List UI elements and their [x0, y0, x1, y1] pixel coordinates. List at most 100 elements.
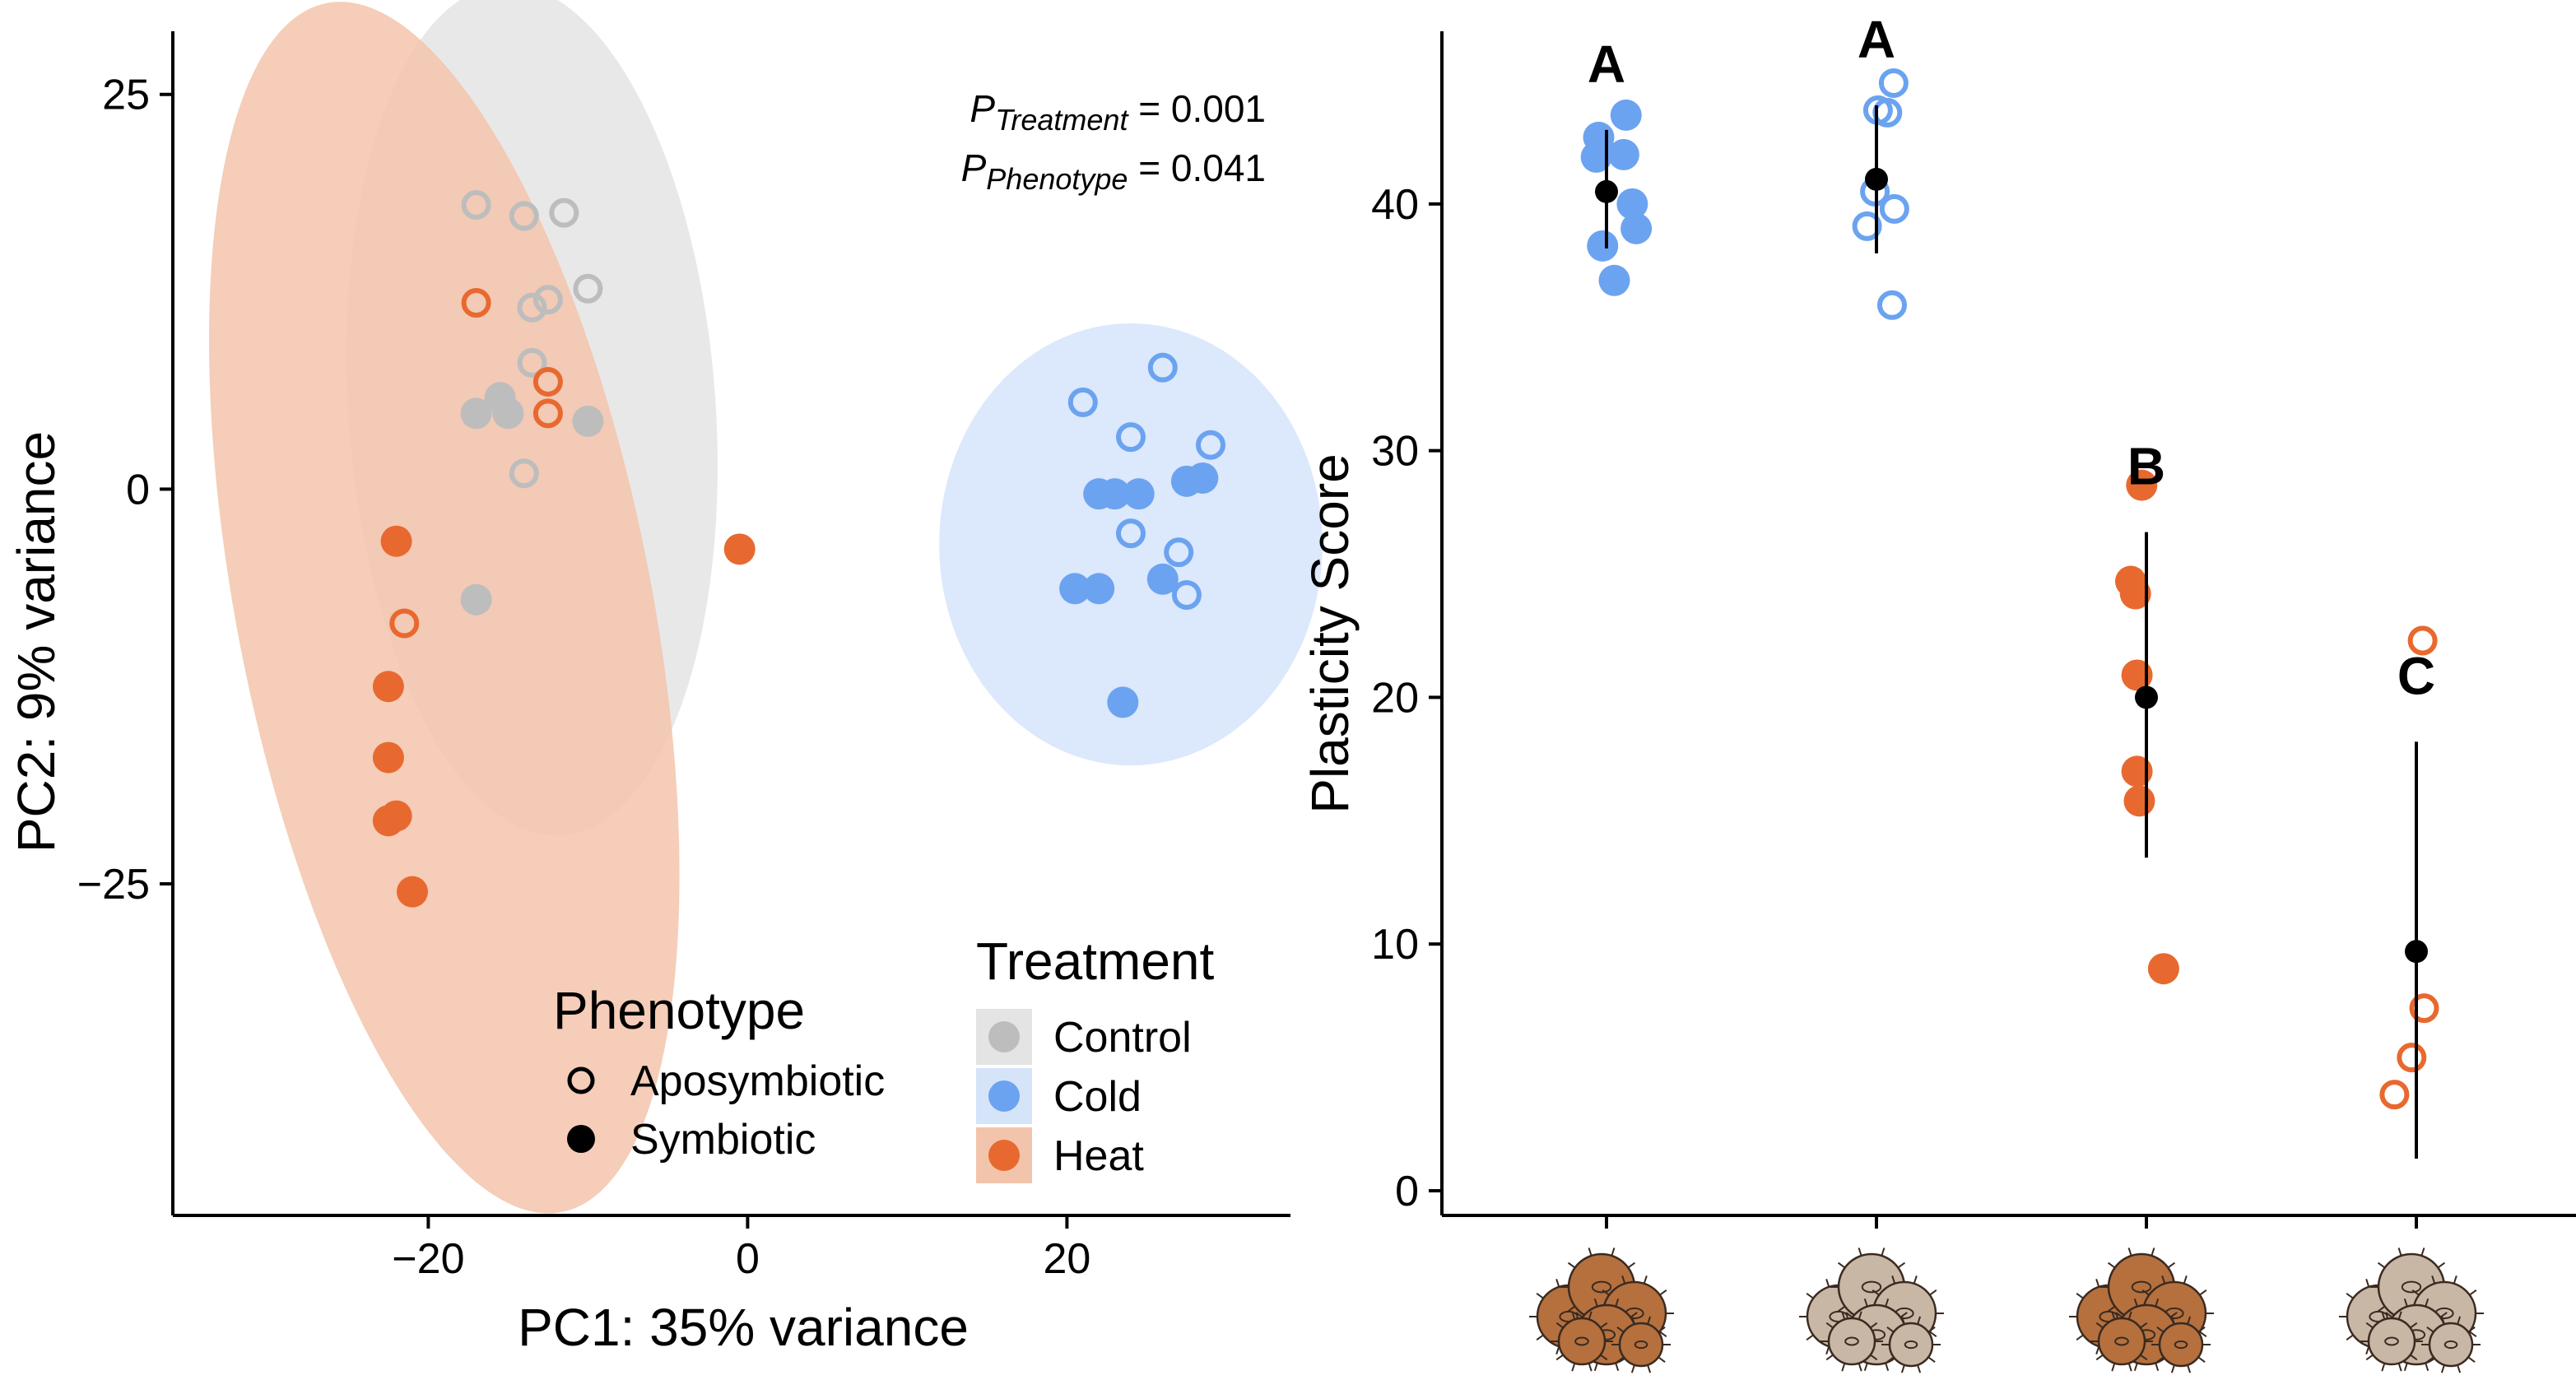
pca-axes: [171, 31, 1290, 1217]
mean-point-2: [1865, 167, 1888, 191]
pca-point-cold-aposymbiotic: [1116, 518, 1146, 549]
plasticity-point-cold-symbiotic: [1580, 141, 1612, 173]
pca-point-cold-aposymbiotic: [1164, 537, 1194, 568]
pca-y-tick-label: 0: [126, 466, 150, 513]
plasticity-y-axis-title: Plasticity Score: [1300, 453, 1360, 813]
pca-point-cold-symbiotic: [1059, 573, 1091, 605]
pca-points: [372, 190, 1225, 908]
legend-symbiotic-label: Symbiotic: [630, 1116, 816, 1164]
legend-treatment-items: Control Cold Heat: [976, 1009, 1192, 1183]
pca-y-tick-label: −25: [77, 861, 150, 908]
plasticity-point-heat-aposymbiotic: [2409, 993, 2439, 1024]
legend-aposymbiotic-label: Aposymbiotic: [630, 1057, 885, 1105]
legend-symbiotic-marker: [567, 1125, 595, 1153]
plasticity-point-cold-aposymbiotic: [1852, 211, 1882, 241]
plasticity-panel: 0 10 20 30 40 A A B C Plasticity Score: [1300, 10, 2576, 1373]
group-letter-2: A: [1858, 10, 1895, 69]
group-letter-3: B: [2127, 437, 2165, 496]
pca-point-control-aposymbiotic: [549, 197, 579, 228]
pca-x-ticks: −20 0 20: [392, 1215, 1090, 1283]
plasticity-y-ticks: 0 10 20 30 40: [1371, 181, 1442, 1215]
pca-point-heat-symbiotic: [723, 533, 756, 565]
plasticity-point-cold-symbiotic: [1587, 230, 1619, 262]
plasticity-point-heat-aposymbiotic: [2379, 1080, 2410, 1110]
pca-point-control-aposymbiotic: [517, 347, 547, 378]
coral-polyp: [1888, 1322, 1934, 1368]
coral-mouth: [1861, 1280, 1882, 1294]
p-treatment-value: = 0.001: [1128, 87, 1266, 130]
group-letter-4: C: [2397, 646, 2435, 705]
pca-point-heat-symbiotic: [372, 671, 404, 703]
coral-polyp: [2097, 1317, 2146, 1366]
coral-polyp: [2428, 1322, 2474, 1368]
coral-polyp: [1827, 1317, 1876, 1366]
plasticity-point-cold-symbiotic: [1607, 138, 1639, 170]
legend-phenotype: Phenotype Aposymbiotic Symbiotic: [553, 981, 885, 1164]
plasticity-y-tick-label: 20: [1371, 674, 1419, 722]
legend-heat-marker: [988, 1140, 1020, 1171]
pca-x-tick-label: 0: [736, 1235, 760, 1283]
legend-treatment-title: Treatment: [976, 932, 1215, 991]
plasticity-point-heat-symbiotic: [2126, 469, 2158, 501]
pca-x-tick-label: −20: [392, 1235, 464, 1283]
plasticity-point-heat-aposymbiotic: [2397, 1043, 2427, 1073]
p-phenotype-annotation: PPhenotype = 0.041: [961, 146, 1266, 196]
pca-point-control-symbiotic: [492, 397, 524, 430]
coral-mouth: [2131, 1280, 2152, 1294]
coral-mouth: [1591, 1280, 1612, 1294]
legend-cold-marker: [988, 1080, 1020, 1112]
mean-point-4: [2405, 940, 2428, 964]
coral-polyp: [1557, 1317, 1607, 1366]
pca-panel: −20 0 20 −25 0 25 PC1: 35% variance PC2: 9% …: [7, 0, 1323, 1357]
coral-polyp-icon-3: [2069, 1248, 2214, 1373]
pca-x-tick-label: 20: [1043, 1235, 1090, 1283]
plasticity-point-heat-symbiotic: [2147, 953, 2179, 985]
pca-point-heat-aposymbiotic: [532, 366, 563, 397]
pca-point-cold-symbiotic: [1107, 686, 1139, 718]
pca-point-cold-aposymbiotic: [1147, 352, 1178, 383]
plasticity-y-tick-label: 40: [1371, 181, 1419, 229]
pca-point-control-aposymbiotic: [573, 273, 603, 304]
plasticity-point-heat-symbiotic: [2123, 785, 2155, 817]
plasticity-point-cold-symbiotic: [1598, 264, 1630, 296]
legend-control-marker: [988, 1021, 1020, 1052]
pca-point-cold-aposymbiotic: [1116, 422, 1146, 453]
pca-point-heat-symbiotic: [372, 805, 404, 837]
pca-point-cold-symbiotic: [1123, 478, 1155, 510]
p-phenotype-subscript: Phenotype: [986, 162, 1128, 196]
coral-mouth: [1844, 1336, 1859, 1346]
coral-mouth: [1634, 1340, 1648, 1350]
pca-point-cold-aposymbiotic: [1171, 579, 1202, 610]
mean-point-1: [1595, 179, 1618, 203]
coral-mouth: [1904, 1340, 1918, 1350]
plasticity-point-cold-aposymbiotic: [1877, 290, 1907, 320]
pca-point-cold-aposymbiotic: [1196, 430, 1225, 460]
plasticity-point-heat-aposymbiotic: [2407, 625, 2438, 656]
p-treatment-subscript: Treatment: [995, 103, 1129, 137]
pca-point-control-symbiotic: [460, 583, 492, 616]
pca-point-control-aposymbiotic: [517, 292, 547, 323]
p-phenotype-symbol: P: [961, 146, 987, 189]
pca-point-heat-aposymbiotic: [461, 288, 491, 318]
legend-phenotype-title: Phenotype: [553, 981, 805, 1040]
pca-point-control-aposymbiotic: [509, 201, 539, 231]
pca-point-cold-aposymbiotic: [1067, 387, 1098, 417]
pca-point-cold-symbiotic: [1083, 573, 1115, 605]
pca-y-ticks: −25 0 25: [77, 72, 173, 908]
coral-polyp: [2367, 1317, 2416, 1366]
coral-polyp-icon-4: [2339, 1248, 2484, 1373]
coral-mouth: [2174, 1340, 2188, 1350]
p-treatment-symbol: P: [969, 87, 995, 130]
coral-mouth: [2384, 1336, 2399, 1346]
pca-point-heat-aposymbiotic: [532, 398, 563, 429]
pca-point-control-aposymbiotic: [509, 458, 539, 489]
pca-point-cold-symbiotic: [1146, 563, 1179, 595]
legend-heat-label: Heat: [1053, 1132, 1144, 1180]
plasticity-point-cold-symbiotic: [1620, 212, 1653, 244]
plasticity-group-icons: [1529, 1248, 2484, 1373]
p-phenotype-value: = 0.041: [1128, 146, 1266, 189]
plasticity-point-heat-symbiotic: [2119, 578, 2151, 610]
plasticity-point-cold-symbiotic: [1610, 99, 1642, 131]
pca-point-heat-symbiotic: [397, 876, 428, 908]
pca-point-control-symbiotic: [460, 397, 492, 430]
